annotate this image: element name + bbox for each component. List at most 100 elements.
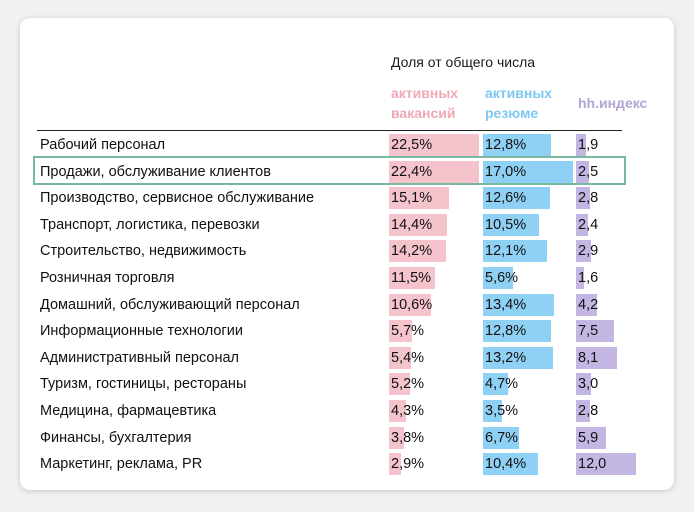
row-label: Розничная торговля: [40, 270, 175, 286]
resumes-value: 3,5%: [485, 403, 519, 419]
hh-index-bar: [576, 373, 591, 396]
hh-index-bar: [576, 346, 617, 369]
hh-index-value: 8,1: [578, 349, 599, 366]
resumes-bar: [483, 453, 539, 476]
vacancies-bar: [389, 400, 407, 422]
highlight-frame: [33, 156, 626, 185]
hh-index-value: 4,2: [578, 296, 599, 313]
row-label: Строительство, недвижимость: [40, 243, 247, 260]
hh-index-bar: [576, 240, 591, 263]
vacancies-value: 5,2%: [391, 376, 425, 393]
resumes-value: 12,6%: [485, 190, 527, 207]
hh-index-bar: [576, 213, 588, 236]
resumes-bar: [483, 187, 550, 210]
hh-index-bar: [576, 426, 606, 449]
vacancies-bar: [389, 320, 412, 343]
resumes-bar: [483, 213, 539, 236]
hh-index-bar: [576, 160, 589, 183]
vacancies-value: 10,6%: [391, 296, 433, 313]
hh-index-value: 2,5: [578, 163, 599, 180]
row-label: Маркетинг, реклама, PR: [40, 456, 203, 473]
vacancies-value: 5,4%: [391, 349, 425, 366]
resumes-bar: [483, 134, 551, 156]
table-row: Рабочий персонал 22,5% 12,8% 1,9: [0, 133, 694, 159]
row-label: Информационные технологии: [40, 323, 243, 340]
hh-index-bar: [576, 267, 584, 289]
vacancies-bar: [389, 267, 435, 289]
resumes-bar: [483, 400, 502, 422]
resumes-bar: [483, 240, 548, 263]
vacancies-value: 3,8%: [391, 429, 425, 446]
resumes-value: 12,1%: [485, 243, 527, 260]
vacancies-bar: [389, 160, 479, 183]
table-row: Продажи, обслуживание клиентов 22,4% 17,0%…: [0, 160, 694, 186]
resumes-bar: [483, 373, 508, 396]
vacancies-bar: [389, 187, 450, 210]
header-title: Доля от общего числа: [391, 54, 536, 70]
resumes-bar: [483, 160, 574, 183]
vacancies-value: 14,4%: [391, 216, 433, 233]
hh-index-bar: [576, 187, 590, 210]
resumes-bar: [483, 346, 553, 369]
vacancies-bar: [389, 293, 432, 316]
resumes-value: 10,5%: [485, 216, 527, 233]
hh-index-bar: [576, 293, 597, 316]
vacancies-bar: [389, 240, 446, 263]
vacancies-value: 15,1%: [391, 190, 433, 207]
resumes-value: 17,0%: [485, 163, 527, 180]
vacancies-value: 2,9%: [391, 456, 425, 473]
resumes-bar: [483, 267, 513, 289]
hh-index-bar: [576, 400, 590, 422]
row-label: Производство, сервисное обслуживание: [40, 190, 315, 207]
table-row: Административный персонал 5,4% 13,2% 8,1: [0, 346, 694, 372]
row-label: Туризм, гостиницы, рестораны: [40, 376, 247, 393]
resumes-value: 10,4%: [485, 456, 527, 473]
column-header-resumes: активных резюме: [485, 85, 553, 121]
table-row: Домашний, обслуживающий персонал 10,6% 13,…: [0, 293, 694, 319]
chart-card: [20, 18, 674, 490]
hh-index-value: 2,8: [578, 403, 599, 419]
hh-index-value: 5,9: [578, 429, 599, 446]
vacancies-bar: [389, 373, 410, 396]
row-label: Транспорт, логистика, перевозки: [40, 216, 260, 233]
row-label: Рабочий персонал: [40, 137, 166, 153]
resumes-value: 12,8%: [485, 323, 527, 340]
resumes-bar: [483, 426, 519, 449]
vacancies-value: 11,5%: [391, 270, 432, 286]
row-label: Медицина, фармацевтика: [40, 403, 217, 419]
hh-index-value: 2,8: [578, 190, 599, 207]
hh-index-value: 2,4: [578, 216, 599, 233]
table-row: Туризм, гостиницы, рестораны 5,2% 4,7% 3,0: [0, 372, 694, 398]
vacancies-bar: [389, 453, 401, 476]
resumes-value: 6,7%: [485, 429, 519, 446]
table-row: Финансы, бухгалтерия 3,8% 6,7% 5,9: [0, 426, 694, 452]
table-row: Розничная торговля 11,5% 5,6% 1,6: [0, 266, 694, 292]
hh-index-bar: [576, 134, 586, 156]
hh-index-bar: [576, 320, 614, 343]
resumes-value: 4,7%: [485, 376, 519, 393]
hh-index-value: 7,5: [578, 323, 599, 340]
hh-index-value: 1,9: [578, 137, 599, 153]
resumes-value: 13,2%: [485, 349, 527, 366]
table-row: Транспорт, логистика, перевозки 14,4% 10,5…: [0, 213, 694, 239]
vacancies-value: 22,4%: [391, 163, 433, 180]
resumes-bar: [483, 320, 551, 343]
header-separator: [37, 130, 622, 131]
table-row: Маркетинг, реклама, PR 2,9% 10,4% 12,0: [0, 452, 694, 478]
hh-index-value: 1,6: [578, 270, 599, 286]
row-label: Продажи, обслуживание клиентов: [40, 163, 271, 180]
vacancies-value: 22,5%: [391, 137, 433, 153]
table-row: Строительство, недвижимость 14,2% 12,1% 2,9: [0, 239, 694, 265]
resumes-value: 5,6%: [485, 270, 519, 286]
resumes-value: 12,8%: [485, 137, 527, 153]
vacancies-value: 4,3%: [391, 403, 425, 419]
column-header-hh-index: hh.индекс: [578, 95, 648, 111]
hh-index-value: 2,9: [578, 243, 599, 260]
hh-index-value: 3,0: [578, 376, 599, 393]
vacancies-bar: [389, 346, 411, 369]
row-label: Административный персонал: [40, 349, 239, 366]
vacancies-value: 5,7%: [391, 323, 425, 340]
row-label: Домашний, обслуживающий персонал: [40, 296, 300, 313]
column-header-vacancies: активных вакансий: [391, 85, 459, 121]
table-row: Информационные технологии 5,7% 12,8% 7,5: [0, 319, 694, 345]
